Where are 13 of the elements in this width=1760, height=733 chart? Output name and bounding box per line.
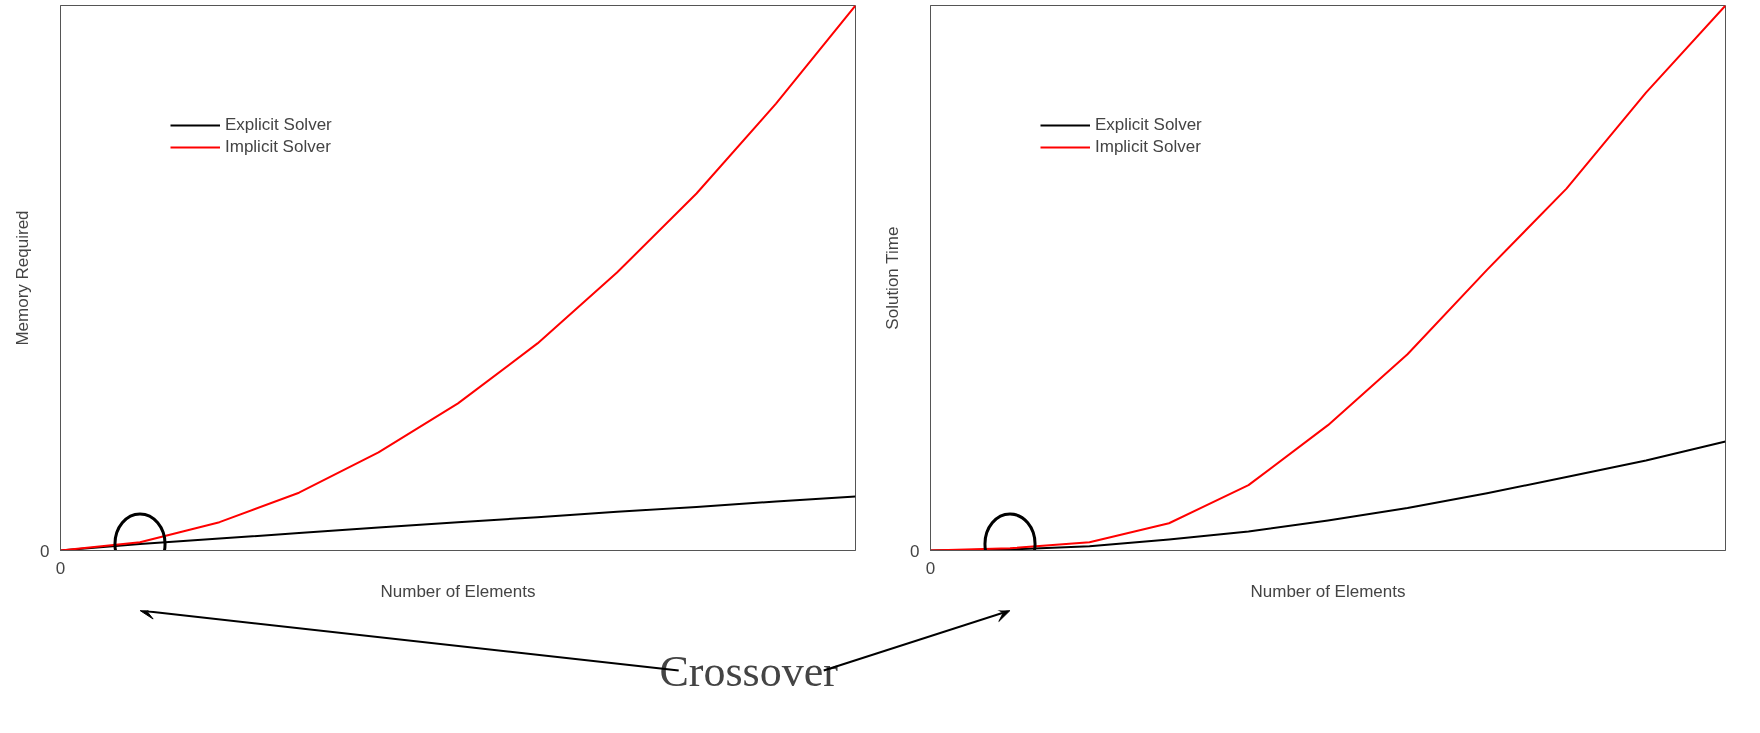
x-axis-title: Number of Elements: [380, 581, 536, 601]
text: 0: [925, 558, 936, 578]
text: Crossover: [659, 646, 839, 696]
legend-label: Implicit Solver: [225, 137, 331, 157]
y-axis-title: Solution Time: [883, 226, 903, 330]
text: 0: [55, 558, 66, 578]
y-axis-title: Memory Required: [13, 210, 33, 346]
legend-label: Explicit Solver: [225, 115, 332, 135]
legend-label: Explicit Solver: [1095, 115, 1202, 135]
text: 0: [910, 541, 920, 561]
x-axis-title: Number of Elements: [1250, 581, 1406, 601]
legend-label: Implicit Solver: [1095, 137, 1201, 157]
text: 0: [40, 541, 50, 561]
